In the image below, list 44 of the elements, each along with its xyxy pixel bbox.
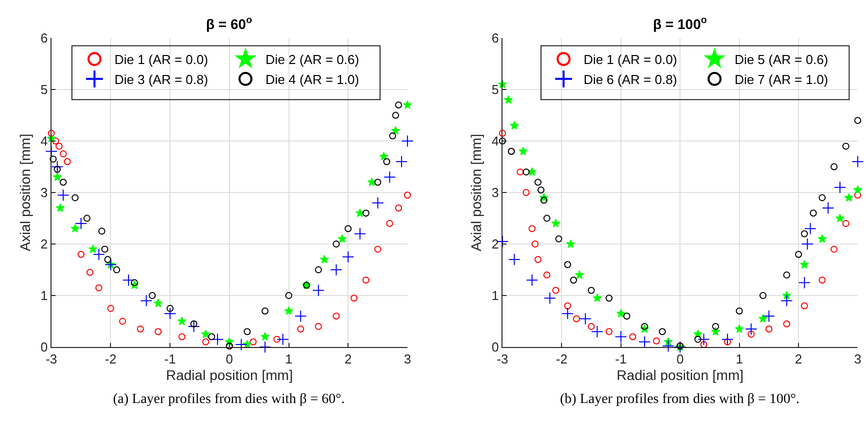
- x-tick-label: 0: [676, 352, 684, 367]
- legend-label: Die 6 (AR = 0.8): [584, 72, 678, 87]
- y-tick-label: 5: [40, 82, 48, 98]
- x-tick-label: 3: [854, 352, 862, 367]
- y-tick-label: 3: [40, 185, 48, 200]
- text: (a) Layer profiles from dies with β = 60°.: [113, 392, 345, 407]
- x-axis-title: Radial position [mm]: [166, 366, 293, 383]
- legend-label: Die 3 (AR = 0.8): [114, 72, 208, 87]
- y-tick-label: 6: [492, 30, 499, 46]
- y-tick-label: 4: [40, 134, 48, 149]
- x-tick-label: -3: [496, 352, 508, 367]
- x-tick-label: 2: [794, 352, 802, 367]
- y-tick-label: 3: [492, 185, 499, 200]
- y-tick-label: 2: [40, 236, 48, 252]
- legend-label: Die 4 (AR = 1.0): [265, 72, 360, 87]
- x-tick-label: 1: [285, 352, 292, 367]
- x-tick-label: -3: [46, 352, 58, 367]
- x-tick-label: -1: [164, 352, 176, 367]
- legend-label: Die 2 (AR = 0.6): [265, 52, 360, 68]
- x-tick-label: -1: [615, 352, 627, 367]
- x-tick-label: -2: [556, 352, 568, 367]
- y-tick-label: 5: [492, 82, 499, 98]
- legend-label: Die 5 (AR = 0.6): [734, 52, 828, 68]
- y-tick-label: 1: [492, 288, 499, 304]
- y-tick-label: 4: [492, 134, 499, 149]
- y-tick-label: 6: [40, 30, 48, 46]
- x-axis-title: Radial position [mm]: [616, 366, 744, 383]
- legend-label: Die 7 (AR = 1.0): [734, 72, 828, 87]
- text: (b) Layer profiles from dies with β = 100°.: [560, 392, 800, 407]
- y-tick-label: 2: [492, 236, 499, 252]
- x-tick-label: 0: [226, 352, 234, 367]
- y-tick-label: 0: [40, 340, 48, 355]
- y-axis-title: Axial position [mm]: [17, 134, 34, 252]
- chart-title: β = 60$^{o}$: [206, 15, 252, 32]
- x-tick-label: 3: [404, 352, 412, 367]
- x-tick-label: 1: [736, 352, 743, 367]
- legend-label: Die 1 (AR = 0.0): [584, 52, 678, 68]
- x-tick-label: 2: [344, 352, 352, 367]
- y-tick-label: 1: [40, 288, 48, 304]
- chart-title: β = 100$^{o}$: [653, 15, 707, 32]
- y-axis-title: Axial position [mm]: [468, 134, 484, 252]
- y-tick-label: 0: [492, 340, 499, 355]
- x-tick-label: -2: [104, 352, 116, 367]
- legend-label: Die 1 (AR = 0.0): [114, 52, 208, 68]
